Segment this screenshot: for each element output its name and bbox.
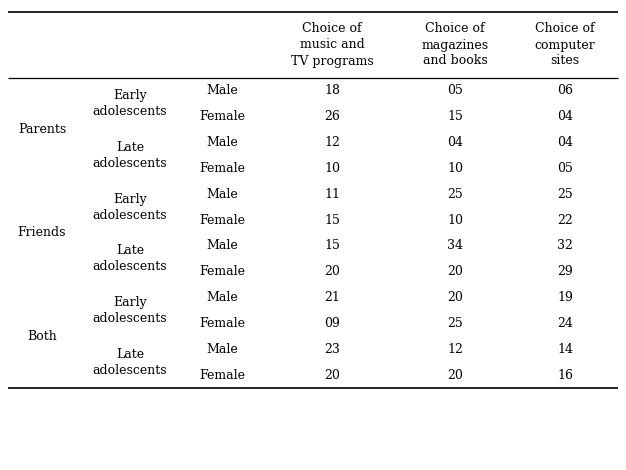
Text: 12: 12	[324, 136, 340, 149]
Text: Late
adolescents: Late adolescents	[93, 348, 167, 376]
Text: Both: Both	[27, 330, 57, 343]
Text: 09: 09	[324, 317, 340, 330]
Text: 32: 32	[557, 239, 573, 252]
Text: 29: 29	[557, 265, 573, 278]
Text: Female: Female	[199, 213, 245, 227]
Text: 11: 11	[324, 188, 340, 201]
Text: 10: 10	[324, 162, 340, 175]
Text: 25: 25	[557, 188, 573, 201]
Text: 15: 15	[447, 110, 463, 123]
Text: Choice of
music and
TV programs: Choice of music and TV programs	[290, 23, 373, 68]
Text: Female: Female	[199, 368, 245, 382]
Text: Female: Female	[199, 265, 245, 278]
Text: 26: 26	[324, 110, 340, 123]
Text: Female: Female	[199, 110, 245, 123]
Text: 14: 14	[557, 343, 573, 356]
Text: 04: 04	[557, 136, 573, 149]
Text: 20: 20	[447, 368, 463, 382]
Text: Male: Male	[206, 136, 238, 149]
Text: 05: 05	[557, 162, 573, 175]
Text: 15: 15	[324, 213, 340, 227]
Text: Male: Male	[206, 291, 238, 304]
Text: Male: Male	[206, 239, 238, 252]
Text: 04: 04	[557, 110, 573, 123]
Text: 18: 18	[324, 85, 340, 97]
Text: 06: 06	[557, 85, 573, 97]
Text: Male: Male	[206, 188, 238, 201]
Text: 12: 12	[447, 343, 463, 356]
Text: Female: Female	[199, 317, 245, 330]
Text: Late
adolescents: Late adolescents	[93, 244, 167, 274]
Text: 22: 22	[557, 213, 573, 227]
Text: 10: 10	[447, 213, 463, 227]
Text: 20: 20	[447, 291, 463, 304]
Text: Late
adolescents: Late adolescents	[93, 141, 167, 170]
Text: 24: 24	[557, 317, 573, 330]
Text: 05: 05	[447, 85, 463, 97]
Text: 10: 10	[447, 162, 463, 175]
Text: Early
adolescents: Early adolescents	[93, 89, 167, 118]
Text: 15: 15	[324, 239, 340, 252]
Text: 21: 21	[324, 291, 340, 304]
Text: Parents: Parents	[18, 123, 66, 136]
Text: Early
adolescents: Early adolescents	[93, 193, 167, 222]
Text: 19: 19	[557, 291, 573, 304]
Text: 23: 23	[324, 343, 340, 356]
Text: 25: 25	[447, 317, 463, 330]
Text: Early
adolescents: Early adolescents	[93, 296, 167, 325]
Text: Choice of
magazines
and books: Choice of magazines and books	[421, 23, 488, 68]
Text: 25: 25	[447, 188, 463, 201]
Text: 34: 34	[447, 239, 463, 252]
Text: Choice of
computer
sites: Choice of computer sites	[535, 23, 595, 68]
Text: Female: Female	[199, 162, 245, 175]
Text: Male: Male	[206, 343, 238, 356]
Text: Male: Male	[206, 85, 238, 97]
Text: 20: 20	[324, 368, 340, 382]
Text: Friends: Friends	[18, 227, 66, 240]
Text: 04: 04	[447, 136, 463, 149]
Text: 20: 20	[324, 265, 340, 278]
Text: 20: 20	[447, 265, 463, 278]
Text: 16: 16	[557, 368, 573, 382]
